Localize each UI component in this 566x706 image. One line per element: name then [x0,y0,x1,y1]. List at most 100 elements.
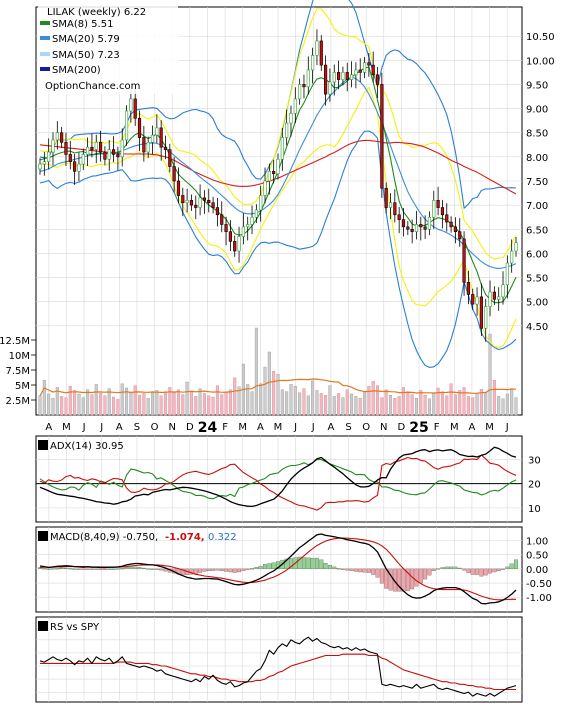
volume-bar [55,387,59,416]
macd-histogram-bar [336,568,341,570]
macd-histogram-bar [263,564,267,570]
month-label: J [505,422,509,433]
macd-histogram-bar [501,568,505,570]
volume-bar [207,395,211,416]
volume-bar [112,396,116,416]
volume-bar [501,398,505,416]
price-tick-label: 9.50 [526,80,548,91]
volume-bar [189,390,193,416]
macd-histogram-bar [401,568,406,592]
volume-bar [224,392,228,416]
macd-histogram-bar [310,557,315,570]
macd-histogram-bar [89,568,94,570]
candle-body [98,142,103,153]
macd-histogram-bar [150,568,155,570]
macd-histogram-bar [475,568,480,575]
volume-bar [155,390,159,416]
legend: SMA(8) 5.51 SMA(20) 5.79 SMA(50) 7.23 SM… [40,19,140,92]
macd-histogram-bar [414,568,419,587]
price-y-axis: 4.50 5.00 5.50 6.00 6.50 7.00 7.50 8.00 8.50 9.00… [526,32,555,333]
macd-histogram-bar [479,568,484,577]
candle-body [453,226,458,233]
macd-histogram-bar [449,566,454,570]
candle-body [94,142,98,150]
price-tick-label: 7.50 [526,177,548,188]
volume-bar [458,390,462,416]
volume-bar [488,333,492,416]
macd-histogram-bar [488,568,493,574]
macd-histogram-bar [466,568,471,573]
month-label: J [82,422,86,433]
candle-body [388,202,393,208]
volume-bar [159,395,163,416]
volume-bar [436,387,440,416]
volume-bar [220,394,224,416]
volume-bar [77,393,81,416]
legend-swatch-sma50 [40,52,50,56]
adx-layer [39,446,517,511]
candle-body [514,242,518,252]
macd-tick-label: 1.00 [526,537,548,548]
price-tick-label: 10.00 [526,56,555,67]
candle-body [202,197,207,201]
candle-body [384,187,388,208]
month-label: 25 [409,420,428,436]
month-label: O [362,422,370,433]
macd-histogram-bar [340,568,345,570]
month-label: A [257,422,264,433]
volume-bar [107,388,111,416]
legend-label-sma8: SMA(8) 5.51 [52,19,113,30]
candle-body [246,224,250,228]
watermark: OptionChance.com [45,81,140,92]
volume-bar [103,395,107,416]
macd-histogram-bar [323,563,328,570]
price-tick-label: 5.00 [526,298,548,309]
volume-bar [86,389,90,416]
macd-histogram-bar [418,568,423,584]
macd-histogram-bar [245,568,250,570]
volume-bar [466,396,470,416]
macd-histogram-bar [492,568,497,573]
volume-bar [215,385,219,416]
volume-bar [341,397,345,416]
month-label: A [45,422,52,433]
volume-bar [116,399,120,416]
candle-body [319,40,323,66]
macd-histogram-bar [163,568,168,572]
macd-histogram-bar [496,568,501,572]
volume-bar [315,390,319,416]
macd-histogram-bar [120,568,125,570]
macd-histogram-bar [306,557,311,570]
volume-bar [462,387,466,416]
candle-body [103,151,107,160]
macd-histogram-bar [137,567,142,570]
candle-body [371,64,375,76]
volume-bar [289,384,293,416]
candle-body [311,55,315,71]
volume-bar [423,395,427,416]
volume-bar [228,389,232,416]
macd-histogram-bar [405,568,410,591]
adx-line [39,446,517,508]
volume-bar [47,393,51,416]
macd-label: MACD(8,40,9) -0.750, [50,532,158,543]
candle-body [198,197,202,208]
price-tick-label: 8.00 [526,153,548,164]
volume-bar [51,398,55,416]
rs-swatch [38,621,48,631]
candle-body [233,241,237,252]
macd-histogram-bar [72,568,77,570]
volume-bar [432,393,436,416]
volume-bar [73,390,77,416]
legend-label-sma200: SMA(200) [52,65,101,76]
volume-bar [510,388,514,416]
macd-histogram-bar [276,561,280,570]
volume-bar [328,385,332,416]
candle-body [159,127,163,148]
macd-histogram-bar [457,567,462,570]
volume-bar [185,381,189,416]
candle-body [220,214,224,225]
candle-body [492,291,496,300]
volume-bar [311,380,315,416]
